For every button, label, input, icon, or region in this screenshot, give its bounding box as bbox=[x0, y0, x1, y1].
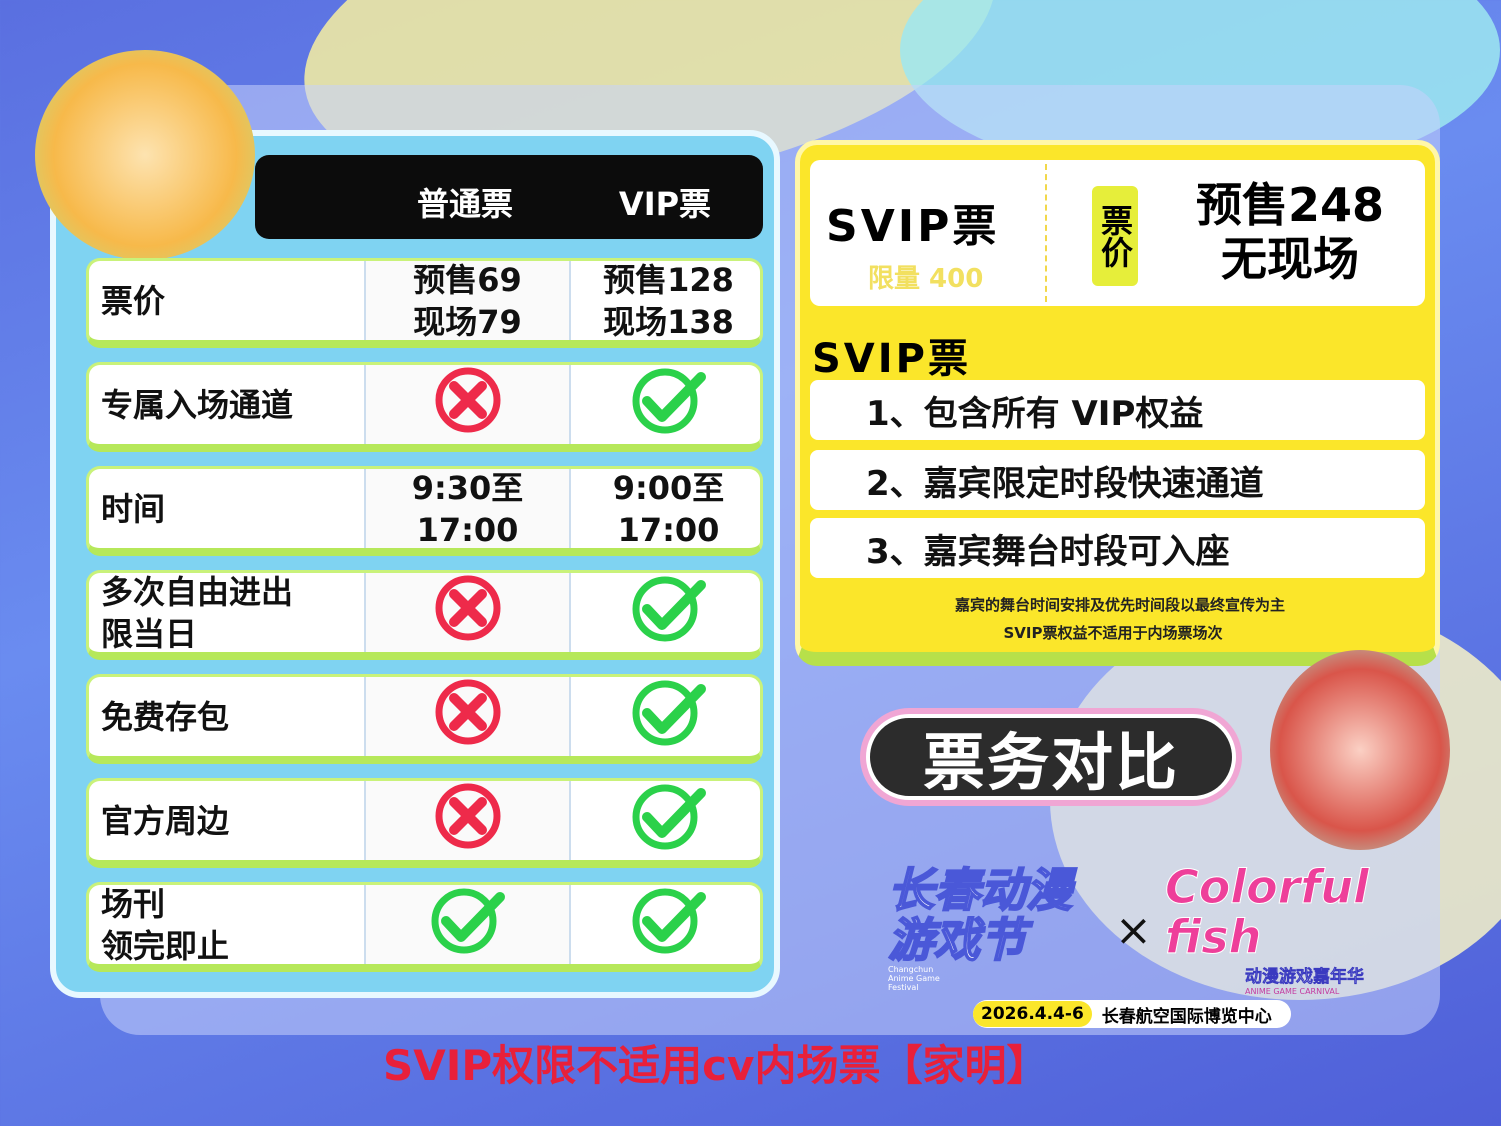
normal-cell: 预售69 现场79 bbox=[364, 261, 569, 340]
check-icon bbox=[629, 781, 709, 860]
partner-en: ANIME GAME CARNIVAL bbox=[1245, 987, 1340, 996]
festival-name: 长春动漫游戏节 bbox=[887, 863, 1073, 967]
vip-cell bbox=[569, 573, 760, 652]
vip-value: 17:00 bbox=[617, 510, 720, 549]
title-banner: 票务对比 bbox=[860, 708, 1242, 806]
row-label-wrap: 时间 bbox=[101, 469, 165, 548]
footer-note: SVIP权限不适用cv内场票【家明】 bbox=[383, 1041, 1049, 1090]
banner-text: 票务对比 bbox=[866, 714, 1236, 800]
svip-price-box: SVIP票 限量 400 票价 预售248 无现场 bbox=[810, 160, 1425, 306]
row-label: 专属入场通道 bbox=[101, 385, 294, 424]
festival-logo: 长春动漫游戏节 Changchun Anime Game Festival bbox=[887, 863, 1108, 992]
normal-value: 现场79 bbox=[413, 302, 522, 341]
check-icon bbox=[629, 885, 709, 964]
table-row: 场刊 领完即止 bbox=[86, 882, 763, 972]
table-row: 时间 9:30至 17:00 9:00至 17:00 bbox=[86, 466, 763, 556]
festival-en: Changchun Anime Game Festival bbox=[888, 965, 940, 992]
mascot-girl-image bbox=[35, 50, 255, 260]
svip-price-presale: 预售248 bbox=[1195, 178, 1385, 232]
table-row: 免费存包 bbox=[86, 674, 763, 764]
event-venue: 长春航空国际博览中心 bbox=[1101, 1006, 1272, 1027]
vip-cell: 9:00至 17:00 bbox=[569, 468, 760, 549]
normal-cell: 9:30至 17:00 bbox=[364, 469, 569, 548]
price-tag: 票价 bbox=[1092, 186, 1138, 286]
row-label: 时间 bbox=[101, 489, 166, 528]
check-icon bbox=[629, 677, 709, 756]
row-label-wrap: 官方周边 bbox=[101, 781, 229, 860]
row-label: 领完即止 bbox=[101, 926, 230, 965]
normal-cell bbox=[364, 885, 569, 964]
row-label: 票价 bbox=[101, 281, 166, 320]
table-header: 普通票 VIP票 bbox=[255, 155, 763, 239]
vip-value: 现场138 bbox=[603, 302, 734, 341]
benefits-title: SVIP票 bbox=[812, 336, 971, 382]
cross-icon bbox=[432, 365, 504, 444]
event-date: 2026.4.4-6 bbox=[973, 1001, 1092, 1027]
normal-cell bbox=[364, 781, 569, 860]
header-normal: 普通票 bbox=[416, 185, 513, 223]
row-label-wrap: 免费存包 bbox=[101, 677, 229, 756]
benefit-item: 1、包含所有 VIP权益 bbox=[810, 380, 1425, 440]
svip-price-onsite: 无现场 bbox=[1221, 232, 1359, 286]
table-row: 多次自由进出 限当日 bbox=[86, 570, 763, 660]
normal-cell bbox=[364, 573, 569, 652]
row-label-wrap: 场刊 领完即止 bbox=[101, 885, 229, 964]
check-icon bbox=[428, 885, 508, 964]
row-label-wrap: 专属入场通道 bbox=[101, 365, 293, 444]
check-icon bbox=[629, 365, 709, 444]
row-label: 场刊 bbox=[101, 884, 166, 923]
partner-cn: 动漫游戏嘉年华 bbox=[1245, 967, 1365, 988]
cross-icon bbox=[432, 781, 504, 860]
vip-cell: 预售128 现场138 bbox=[569, 260, 760, 341]
row-label: 多次自由进出 bbox=[101, 572, 294, 611]
note: 嘉宾的舞台时间安排及优先时间段以最终宣传为主 bbox=[954, 596, 1285, 614]
row-label: 官方周边 bbox=[101, 801, 230, 840]
row-label-wrap: 票价 bbox=[101, 261, 165, 340]
header-vip: VIP票 bbox=[618, 185, 712, 223]
collab-x: × bbox=[1115, 905, 1152, 956]
date-venue-pill: 2026.4.4-6 长春航空国际博览中心 bbox=[973, 1000, 1291, 1028]
partner-name: Colorful fish bbox=[1165, 860, 1370, 964]
vip-cell bbox=[569, 677, 760, 756]
benefit-item: 2、嘉宾限定时段快速通道 bbox=[810, 450, 1425, 510]
normal-cell bbox=[364, 365, 569, 444]
vip-cell bbox=[569, 885, 760, 964]
benefit-item: 3、嘉宾舞台时段可入座 bbox=[810, 518, 1425, 578]
cross-icon bbox=[432, 573, 504, 652]
note: SVIP票权益不适用于内场票场次 bbox=[1003, 624, 1223, 642]
vip-cell bbox=[569, 365, 760, 444]
row-label-wrap: 多次自由进出 限当日 bbox=[101, 573, 293, 652]
normal-value: 9:30至 bbox=[411, 468, 524, 507]
svip-limit: 限量 400 bbox=[868, 264, 984, 294]
normal-value: 预售69 bbox=[413, 260, 522, 299]
table-row: 官方周边 bbox=[86, 778, 763, 868]
check-icon bbox=[629, 573, 709, 652]
table-row: 票价 预售69 现场79 预售128 现场138 bbox=[86, 258, 763, 348]
vip-cell bbox=[569, 781, 760, 860]
mascot-redhair-image bbox=[1270, 650, 1450, 850]
vip-value: 9:00至 bbox=[612, 468, 725, 507]
vip-value: 预售128 bbox=[603, 260, 734, 299]
cross-icon bbox=[432, 677, 504, 756]
table-row: 专属入场通道 bbox=[86, 362, 763, 452]
row-label: 限当日 bbox=[101, 614, 198, 653]
row-label: 免费存包 bbox=[101, 697, 230, 736]
divider bbox=[1045, 164, 1047, 302]
partner-logo: Colorful fish 动漫游戏嘉年华 ANIME GAME CARNIVA… bbox=[1165, 860, 1370, 997]
normal-value: 17:00 bbox=[416, 510, 519, 549]
svip-title: SVIP票 bbox=[826, 201, 1000, 252]
normal-cell bbox=[364, 677, 569, 756]
